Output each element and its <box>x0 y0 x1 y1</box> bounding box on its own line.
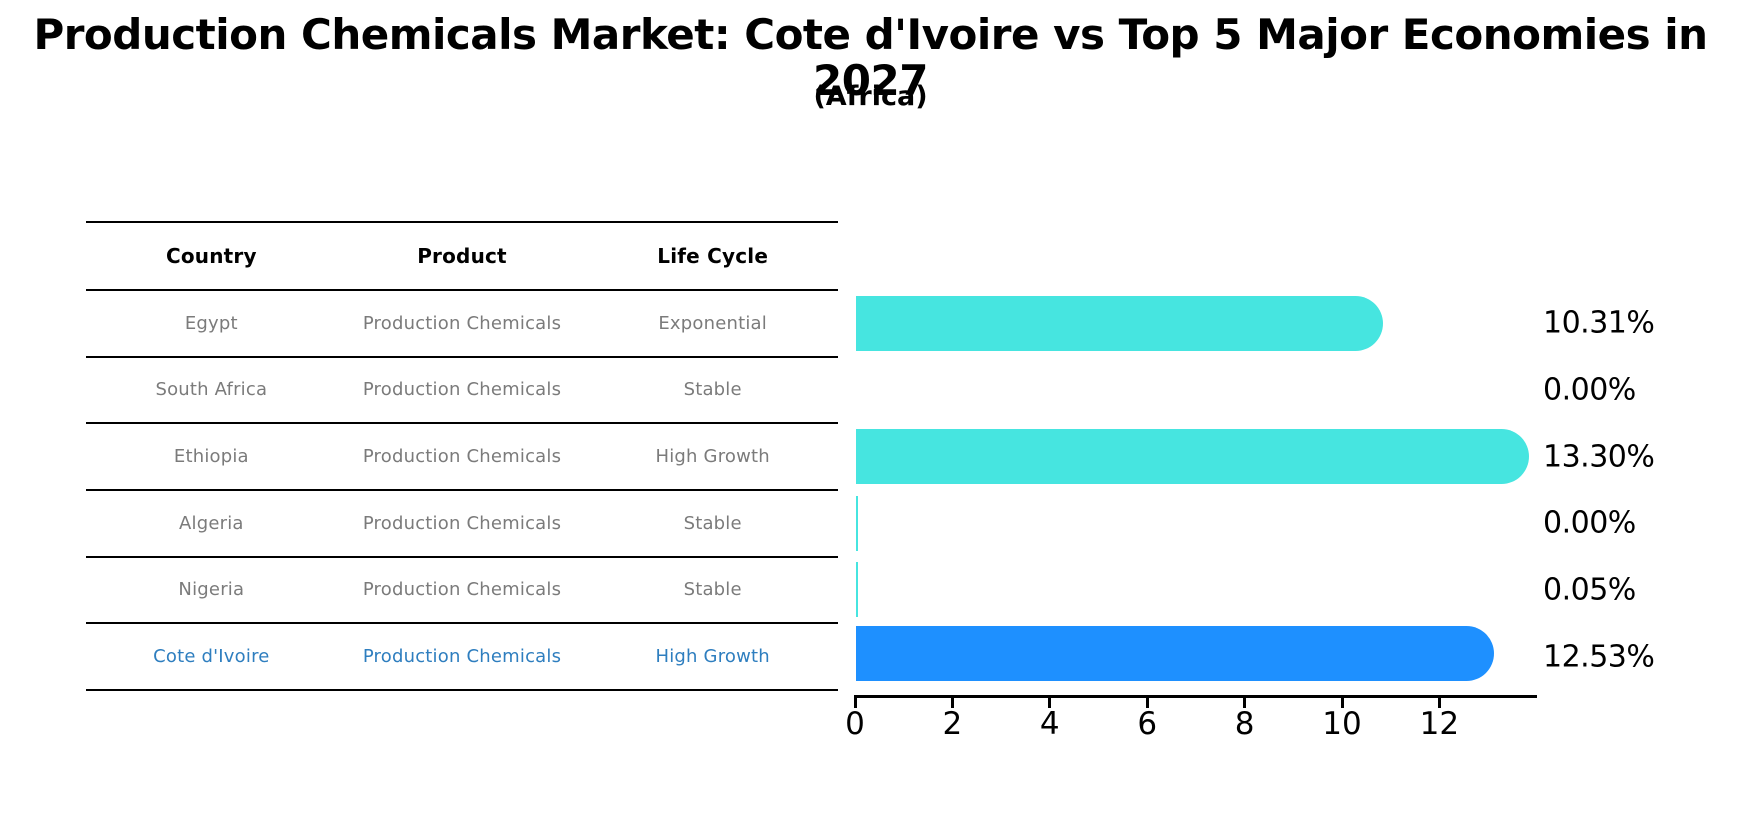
table-row-south-africa: South Africa Production Chemicals Stable <box>86 358 838 425</box>
x-axis-tick-label: 12 <box>1419 706 1460 742</box>
cell-life-cycle: High Growth <box>655 446 770 468</box>
value-label-nigeria: 0.05% <box>1543 572 1636 608</box>
x-axis-tick <box>1437 695 1441 708</box>
cell-product: Production Chemicals <box>362 379 562 401</box>
column-header-product: Product <box>417 244 507 268</box>
chart-title: Production Chemicals Market: Cote d'Ivoi… <box>33 10 1708 105</box>
table-row-algeria: Algeria Production Chemicals Stable <box>86 491 838 558</box>
cell-country: Egypt <box>184 312 238 334</box>
cell-product: Production Chemicals <box>362 446 562 468</box>
x-axis-tick-label: 10 <box>1322 706 1362 742</box>
cell-country: Cote d'Ivoire <box>153 646 270 668</box>
value-label-south-africa: 0.00% <box>1543 372 1636 408</box>
bar-egypt <box>856 295 1384 351</box>
bar-cote-divoire <box>856 625 1495 681</box>
cell-life-cycle: High Growth <box>655 646 770 668</box>
column-header-country: Country <box>165 244 257 268</box>
cell-product: Production Chemicals <box>362 646 562 668</box>
value-label-cote-divoire: 12.53% <box>1543 639 1655 675</box>
value-label-egypt: 10.31% <box>1543 305 1655 341</box>
cell-product: Production Chemicals <box>362 312 562 334</box>
x-axis-tick-label: 4 <box>1039 706 1060 742</box>
x-axis-line <box>855 695 1537 698</box>
cell-country: Ethiopia <box>173 446 249 468</box>
cell-life-cycle: Stable <box>683 379 742 401</box>
table-row-nigeria: Nigeria Production Chemicals Stable <box>86 558 838 625</box>
cell-product: Production Chemicals <box>362 512 562 534</box>
country-table: Country Product Life Cycle Egypt Product… <box>86 221 838 691</box>
cell-product: Production Chemicals <box>362 579 562 601</box>
table-row-egypt: Egypt Production Chemicals Exponential <box>86 291 838 358</box>
bar-nigeria <box>856 562 859 618</box>
bar-algeria <box>856 495 858 551</box>
table-row-ethiopia: Ethiopia Production Chemicals High Growt… <box>86 424 838 491</box>
column-header-life-cycle: Life Cycle <box>657 244 769 268</box>
x-axis-tick-label: 8 <box>1234 706 1255 742</box>
x-axis-tick-label: 0 <box>845 706 865 742</box>
table-row-cote-divoire: Cote d'Ivoire Production Chemicals High … <box>86 624 838 691</box>
x-axis-tick <box>1243 695 1247 708</box>
cell-country: Algeria <box>179 512 244 534</box>
x-axis-tick <box>1048 695 1052 708</box>
x-axis-tick-label: 6 <box>1137 706 1158 742</box>
x-axis-tick <box>1340 695 1344 708</box>
bar-ethiopia <box>856 429 1529 485</box>
cell-country: Nigeria <box>178 579 245 601</box>
x-axis-tick <box>1145 695 1149 708</box>
table-header-row: Country Product Life Cycle <box>86 223 838 291</box>
cell-life-cycle: Stable <box>683 579 742 601</box>
x-axis-tick <box>950 695 954 708</box>
value-label-algeria: 0.00% <box>1543 505 1636 541</box>
value-label-ethiopia: 13.30% <box>1543 439 1655 475</box>
chart-subtitle: (Africa) <box>813 81 928 112</box>
cell-country: South Africa <box>155 379 268 401</box>
cell-life-cycle: Exponential <box>658 312 767 334</box>
cell-life-cycle: Stable <box>683 512 742 534</box>
x-axis-tick <box>853 695 857 708</box>
x-axis-tick-label: 2 <box>942 706 963 742</box>
